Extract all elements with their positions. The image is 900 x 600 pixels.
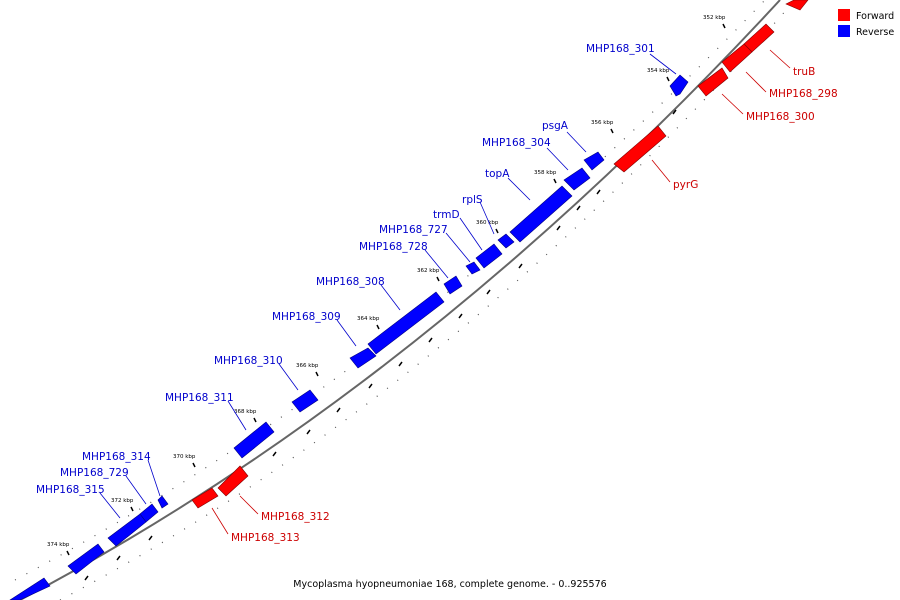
label-MHP168_728: MHP168_728 (359, 241, 428, 253)
legend-label-forward: Forward (856, 11, 894, 22)
kbp-tick-marks (66, 23, 726, 556)
forward-genes (191, 0, 809, 509)
gene-MHP168_309[interactable] (349, 347, 377, 369)
label-rplS: rplS (462, 194, 483, 206)
gene-rplS[interactable] (497, 233, 515, 249)
gene-MHP168_728[interactable] (443, 275, 463, 295)
gene-MHP168_314[interactable] (157, 495, 169, 509)
legend-label-reverse: Reverse (856, 27, 894, 38)
label-MHP168_300: MHP168_300 (746, 111, 815, 123)
label-MHP168_314: MHP168_314 (82, 451, 151, 463)
label-MHP168_729: MHP168_729 (60, 467, 129, 479)
kbp-ticks: 352 kbp 354 kbp 356 kbp 358 kbp 360 kbp … (47, 15, 726, 548)
scale-dots-lower (59, 0, 796, 600)
kbp-tick-356: 356 kbp (591, 120, 614, 126)
label-MHP168_313: MHP168_313 (231, 532, 300, 544)
gene-MHP168_301[interactable] (669, 74, 689, 97)
label-MHP168_301: MHP168_301 (586, 43, 655, 55)
gene-MHP168_298[interactable] (721, 43, 753, 73)
kbp-tick-368: 368 kbp (234, 409, 257, 415)
gene-topA[interactable] (509, 185, 573, 243)
label-MHP168_315: MHP168_315 (36, 484, 105, 496)
kbp-tick-370: 370 kbp (173, 454, 196, 460)
label-MHP168_312: MHP168_312 (261, 511, 330, 523)
label-pyrG: pyrG (673, 179, 698, 191)
label-MHP168_309: MHP168_309 (272, 311, 341, 323)
label-topA: topA (485, 168, 510, 180)
legend-swatch-forward (838, 9, 850, 21)
reverse-labels: MHP168_301 psgA MHP168_304 topA rplS trm… (36, 43, 677, 519)
gene-truB[interactable] (743, 23, 775, 53)
gene-MHP168_311[interactable] (233, 421, 275, 459)
gene-edge-forward[interactable] (785, 0, 809, 11)
kbp-tick-374: 374 kbp (47, 542, 70, 548)
kbp-tick-362: 362 kbp (417, 268, 440, 274)
label-MHP168_311: MHP168_311 (165, 392, 234, 404)
label-MHP168_310: MHP168_310 (214, 355, 283, 367)
label-trmD: trmD (433, 209, 460, 221)
label-truB: truB (793, 66, 815, 78)
gene-MHP168_312[interactable] (217, 465, 249, 497)
forward-labels: truB MHP168_298 MHP168_300 pyrG MHP168_3… (211, 49, 838, 544)
kbp-tick-360: 360 kbp (476, 220, 499, 226)
gene-MHP168_308[interactable] (367, 291, 445, 355)
label-MHP168_298: MHP168_298 (769, 88, 838, 100)
reverse-genes (9, 74, 689, 600)
gene-MHP168_315[interactable] (107, 513, 147, 547)
map-title: Mycoplasma hyopneumoniae 168, complete g… (293, 579, 606, 590)
label-MHP168_727: MHP168_727 (379, 224, 448, 236)
gene-trmD[interactable] (475, 243, 503, 269)
kbp-tick-372: 372 kbp (111, 498, 134, 504)
kbp-tick-366: 366 kbp (296, 363, 319, 369)
kbp-tick-358: 358 kbp (534, 170, 557, 176)
kbp-tick-364: 364 kbp (357, 316, 380, 322)
gene-reverse-b[interactable] (9, 577, 51, 600)
gene-MHP168_304[interactable] (563, 167, 591, 191)
legend-swatch-reverse (838, 25, 850, 37)
label-psgA: psgA (542, 120, 569, 132)
genome-backbone (19, 0, 781, 600)
scale-dots-upper (14, 0, 766, 581)
gene-MHP168_313[interactable] (191, 487, 219, 509)
label-MHP168_304: MHP168_304 (482, 137, 551, 149)
gene-MHP168_310[interactable] (291, 389, 319, 413)
kbp-tick-354: 354 kbp (647, 68, 670, 74)
label-MHP168_308: MHP168_308 (316, 276, 385, 288)
gene-pyrG[interactable] (613, 125, 667, 173)
gene-psgA[interactable] (583, 151, 605, 171)
legend: Forward Reverse (838, 9, 894, 38)
kbp-tick-352: 352 kbp (703, 15, 726, 21)
gene-MHP168_300[interactable] (697, 67, 729, 97)
gene-reverse-a[interactable] (67, 543, 105, 575)
gene-MHP168_727[interactable] (465, 261, 481, 275)
